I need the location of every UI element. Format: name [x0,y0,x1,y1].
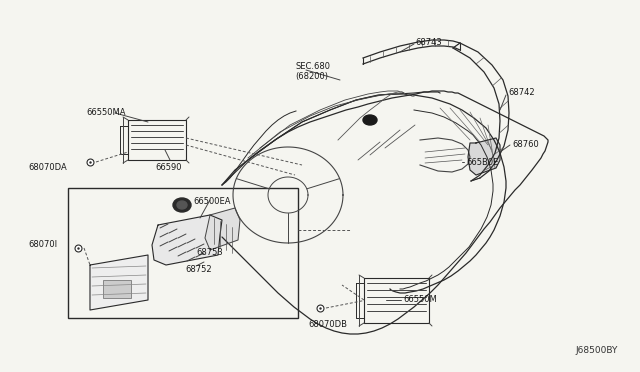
Ellipse shape [363,115,377,125]
Ellipse shape [177,201,187,209]
Text: 68760: 68760 [512,140,539,149]
Polygon shape [90,255,148,310]
Text: 66590: 66590 [155,163,182,172]
Polygon shape [152,215,222,265]
Text: 665B0E: 665B0E [466,158,499,167]
Polygon shape [468,138,500,175]
Text: 66500EA: 66500EA [193,197,230,206]
Text: 68070DB: 68070DB [308,320,347,329]
Text: 66550MA: 66550MA [86,108,125,117]
Text: 68753: 68753 [196,248,223,257]
Text: 68752: 68752 [185,265,212,274]
Bar [103,280,131,298]
Text: 68070DA: 68070DA [28,163,67,172]
Text: SEC.680
(68200): SEC.680 (68200) [295,62,330,81]
Text: 68742: 68742 [508,88,534,97]
Text: 68070I: 68070I [28,240,57,249]
Text: 66550M: 66550M [403,295,436,304]
Text: 68743: 68743 [415,38,442,47]
Text: J68500BY: J68500BY [575,346,618,355]
Polygon shape [205,208,240,250]
Ellipse shape [173,198,191,212]
Bar [68,188,298,318]
